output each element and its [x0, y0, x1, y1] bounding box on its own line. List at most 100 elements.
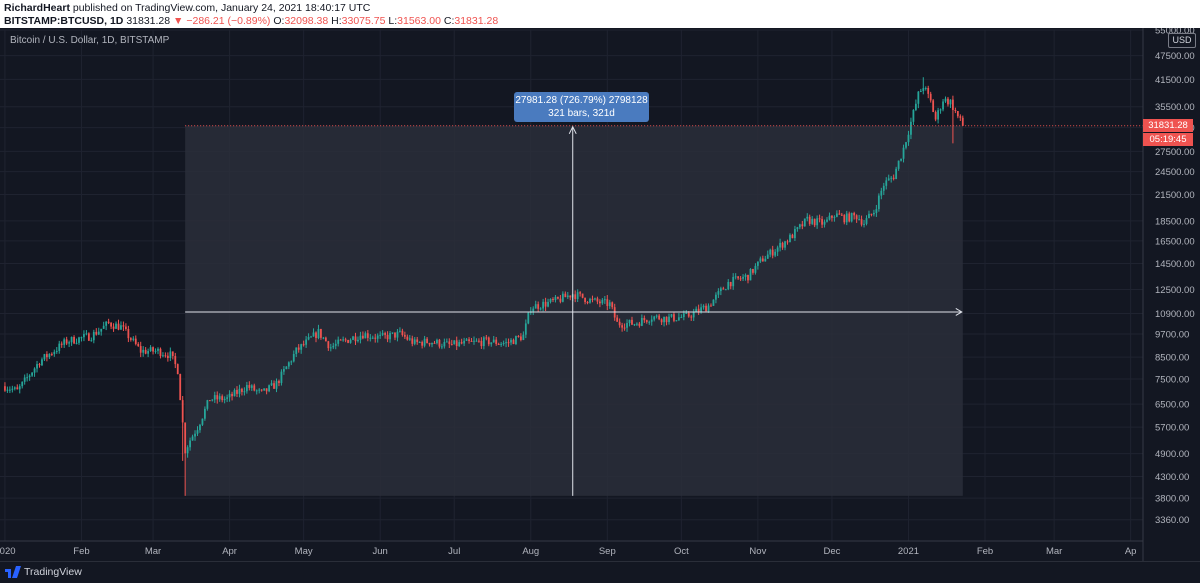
candle-body	[159, 348, 162, 357]
candle-body	[752, 269, 754, 273]
measure-label: 27981.28 (726.79%) 2798128 321 bars, 321…	[514, 92, 649, 122]
candle-body	[949, 99, 952, 105]
tradingview-logo-icon	[5, 566, 21, 578]
candle-body	[552, 298, 554, 301]
candle-body	[882, 185, 885, 191]
candle-body	[408, 338, 411, 340]
price-axis[interactable]: 55000.0047500.0041500.0035500.0031500.00…	[1142, 28, 1195, 561]
ohlc-line: BITSTAMP:BTCUSD, 1D 31831.28 ▼ −286.21 (…	[4, 15, 498, 27]
candle-body	[75, 342, 78, 344]
candle-body	[769, 249, 772, 255]
candle-body	[907, 134, 910, 143]
candle-body	[776, 247, 779, 252]
time-tick-label: May	[295, 546, 313, 557]
candle-body	[821, 219, 823, 225]
candle-body	[833, 216, 836, 218]
candle-body	[942, 101, 944, 110]
candle-body	[223, 398, 226, 401]
candle-body	[618, 321, 621, 326]
candle-body	[105, 321, 108, 326]
candle-body	[4, 386, 6, 391]
candle-body	[611, 302, 614, 308]
measure-change-text: 27981.28 (726.79%) 2798128	[515, 95, 648, 106]
candle-body	[371, 337, 374, 339]
currency-badge[interactable]: USD	[1168, 33, 1196, 48]
candle-body	[115, 323, 117, 329]
candle-body	[564, 293, 567, 298]
candle-body	[438, 339, 441, 347]
price-tick-label: 14500.00	[1155, 259, 1195, 270]
candle-body	[591, 298, 594, 300]
price-tick-label: 12500.00	[1155, 285, 1195, 296]
author-name[interactable]: RichardHeart	[4, 2, 70, 14]
candle-body	[315, 332, 317, 339]
candle-body	[211, 399, 214, 401]
price-chart[interactable]: 55000.0047500.0041500.0035500.0031500.00…	[0, 28, 1200, 561]
candle-body	[440, 346, 443, 348]
candle-body	[640, 317, 643, 326]
candle-body	[621, 325, 624, 328]
candle-body	[275, 381, 278, 389]
candle-body	[850, 212, 853, 222]
tradingview-brand[interactable]: TradingView	[24, 566, 82, 578]
candle-body	[297, 347, 300, 350]
candle-body	[443, 341, 446, 347]
candle-body	[628, 319, 631, 324]
candle-body	[152, 347, 154, 352]
price-tick-label: 47500.00	[1155, 51, 1195, 62]
candle-body	[608, 302, 611, 307]
candle-body	[880, 190, 883, 196]
time-tick-label: Apr	[222, 546, 237, 557]
price-tick-label: 3800.00	[1155, 494, 1189, 505]
candle-body	[70, 336, 73, 343]
candle-body	[181, 400, 184, 423]
candle-body	[366, 333, 369, 338]
candle-body	[643, 317, 646, 321]
candle-body	[537, 304, 540, 309]
time-tick-label: Jun	[373, 546, 388, 557]
time-axis[interactable]: 2020 Feb Mar Apr May Jun Jul Aug Sep Oct Nov Dec 202…	[0, 540, 1143, 557]
candle-body	[515, 336, 517, 345]
candle-body	[139, 346, 142, 353]
candle-body	[875, 209, 878, 213]
candle-body	[352, 336, 354, 340]
candle-body	[258, 389, 261, 391]
candle-body	[826, 219, 828, 222]
candle-body	[655, 315, 658, 317]
candle-body	[23, 377, 26, 382]
open-label: O:	[273, 15, 285, 27]
time-tick-label: Feb	[977, 546, 993, 557]
candle-body	[956, 111, 959, 117]
candle-body	[835, 213, 838, 217]
candle-body	[645, 320, 648, 322]
candle-body	[547, 301, 549, 307]
candle-body	[206, 400, 209, 409]
candle-body	[16, 387, 19, 390]
candle-body	[843, 215, 846, 223]
measure-region[interactable]	[185, 125, 963, 496]
candle-body	[554, 296, 557, 301]
candle-body	[386, 334, 389, 340]
candle-body	[164, 355, 167, 357]
candle-body	[905, 142, 907, 148]
candle-body	[749, 269, 752, 281]
candle-body	[327, 341, 330, 349]
candle-body	[339, 339, 342, 341]
candle-body	[379, 334, 382, 336]
candle-body	[194, 433, 196, 437]
candle-body	[401, 330, 404, 335]
candles	[4, 77, 964, 496]
candle-body	[329, 347, 332, 349]
close-label: C:	[443, 15, 455, 27]
candle-body	[90, 340, 93, 342]
candle-body	[497, 344, 500, 346]
candle-body	[268, 385, 270, 392]
candle-body	[952, 99, 954, 110]
time-tick-label: 2020	[0, 546, 16, 557]
candle-body	[798, 224, 801, 228]
footer: TradingView	[0, 561, 1200, 583]
candle-body	[347, 340, 349, 343]
candle-body	[260, 389, 263, 391]
time-tick-label: Mar	[145, 546, 161, 557]
candle-body	[92, 331, 95, 341]
